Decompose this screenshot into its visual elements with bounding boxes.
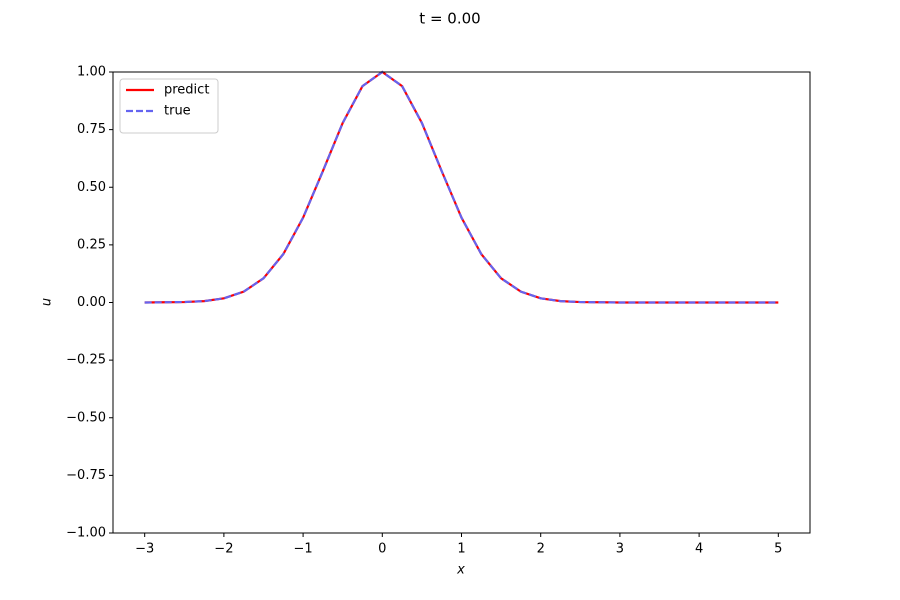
y-tick-label: 1.00	[77, 65, 106, 80]
y-tick-label: −1.00	[66, 526, 106, 541]
y-tick-label: 0.75	[77, 122, 106, 137]
legend-label: true	[164, 104, 191, 119]
x-tick-label: 2	[537, 542, 545, 557]
legend: predict true	[119, 78, 219, 134]
y-axis-label: u	[40, 298, 55, 306]
y-tick-label: −0.50	[66, 410, 106, 425]
y-tick-label: 0.25	[77, 237, 106, 252]
data-line	[144, 70, 779, 304]
axes-frame	[112, 71, 811, 534]
x-tick-label: −3	[135, 542, 154, 557]
legend-box	[119, 78, 219, 134]
x-tick-label: −1	[294, 542, 313, 557]
x-tick-label: 1	[457, 542, 465, 557]
x-axis-label: x	[456, 563, 465, 578]
y-tick-label: 0.50	[77, 180, 106, 195]
x-tick-label: 5	[774, 542, 782, 557]
x-tick-label: 3	[616, 542, 624, 557]
x-tick-label: 0	[378, 542, 386, 557]
x-tick-label: 4	[695, 542, 703, 557]
y-tick-label: −0.75	[66, 468, 106, 483]
chart-title: t = 0.00	[419, 10, 480, 28]
x-tick-label: −2	[214, 542, 233, 557]
y-tick-label: 0.00	[77, 295, 106, 310]
y-tick-label: −0.25	[66, 353, 106, 368]
data-line	[144, 70, 779, 304]
legend-label: predict	[164, 83, 209, 98]
